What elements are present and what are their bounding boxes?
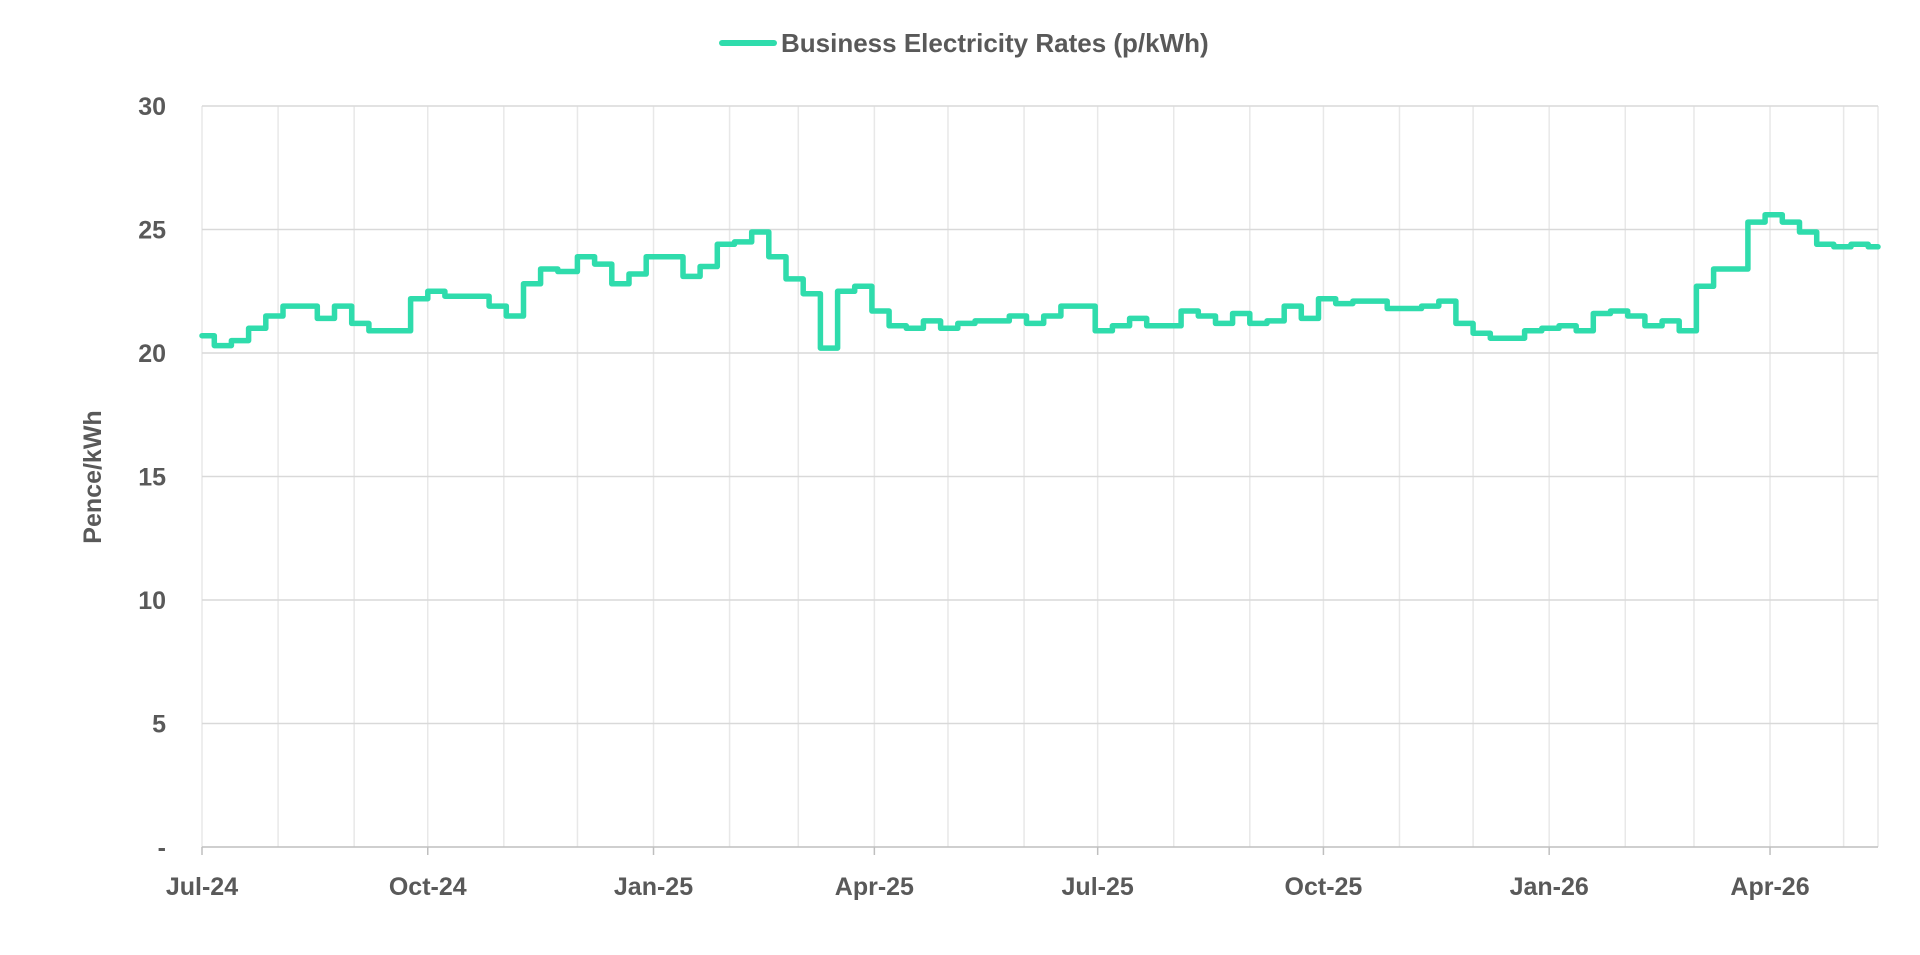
y-axis-title: Pence/kWh <box>79 410 107 543</box>
x-tick-label: Apr-25 <box>835 873 914 901</box>
x-tick-label: Jul-24 <box>166 873 238 901</box>
series-line[interactable] <box>199 211 1881 351</box>
y-tick-label: 5 <box>152 711 166 739</box>
y-tick-label: 15 <box>138 464 166 492</box>
y-tick-label: - <box>158 834 166 862</box>
x-tick-label: Jul-25 <box>1062 873 1134 901</box>
y-tick-label: 20 <box>138 340 166 368</box>
x-tick-label: Oct-24 <box>389 873 467 901</box>
x-tick-label: Jan-26 <box>1510 873 1589 901</box>
x-axis-tick-labels: Jul-24 Oct-24 Jan-25 Apr-25 Jul-25 Oct-25 Jan-… <box>166 847 1810 901</box>
legend[interactable]: Business Electricity Rates (p/kWh) <box>719 28 1209 58</box>
x-tick-label: Apr-26 <box>1730 873 1809 901</box>
series-layer <box>199 211 1881 351</box>
x-tick-label: Jan-25 <box>614 873 693 901</box>
y-tick-label: 30 <box>138 93 166 121</box>
legend-label: Business Electricity Rates (p/kWh) <box>781 28 1209 58</box>
y-axis-tick-labels: 30 25 20 15 10 5 - <box>138 93 166 862</box>
y-tick-label: 10 <box>138 587 166 615</box>
y-tick-label: 25 <box>138 217 166 245</box>
horizontal-gridlines <box>202 105 1878 848</box>
x-tick-label: Oct-25 <box>1285 873 1363 901</box>
